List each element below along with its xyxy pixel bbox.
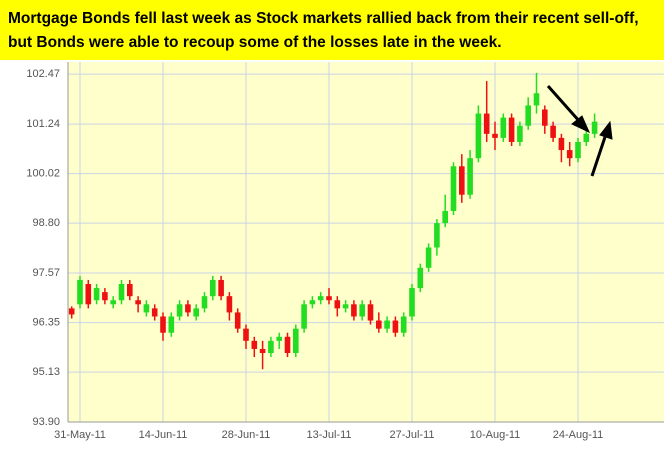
y-tick-label: 98.80: [32, 217, 60, 229]
candle-body: [168, 316, 175, 333]
candle-body: [77, 279, 83, 305]
candle-body: [400, 316, 407, 333]
candle-body: [342, 304, 349, 309]
candle-body: [558, 137, 565, 151]
candle-body: [226, 296, 233, 313]
candle-body: [425, 247, 432, 268]
y-tick-label: 97.57: [32, 267, 60, 279]
candle-body: [193, 308, 199, 317]
x-tick-label: 10-Aug-11: [470, 429, 521, 441]
candle-body: [334, 300, 341, 309]
candle-body: [127, 284, 133, 297]
x-tick-label: 24-Aug-11: [553, 429, 604, 441]
candle-body: [442, 210, 448, 224]
candle-body: [185, 304, 191, 313]
candle-body: [176, 304, 183, 317]
candle-body: [135, 300, 141, 305]
candle-body: [234, 312, 241, 329]
candle-body: [93, 288, 100, 301]
y-tick-label: 101.24: [26, 118, 60, 130]
candle-body: [268, 340, 274, 354]
x-tick-label: 13-Jul-11: [306, 429, 351, 441]
annotation-arrows: [546, 85, 613, 177]
candle-body: [210, 279, 216, 297]
candle-body: [525, 105, 531, 126]
candle-body: [359, 304, 365, 317]
candle-body: [450, 166, 457, 211]
candle-body: [85, 284, 92, 305]
candle-body: [102, 292, 108, 301]
candle-body: [118, 284, 125, 301]
candle-body: [434, 223, 440, 248]
candle-body: [367, 304, 374, 321]
candle-body: [566, 150, 573, 159]
title-line: Mortgage Bonds fell last week as Stock m…: [8, 10, 639, 27]
candle-body: [459, 166, 465, 195]
candle-body: [409, 288, 415, 317]
candle-body: [575, 141, 581, 159]
candle-body: [376, 320, 382, 329]
x-tick-label: 31-May-11: [54, 429, 106, 441]
y-tick-label: 102.47: [26, 68, 60, 80]
arrow-head: [599, 120, 613, 140]
candle-body: [483, 113, 490, 134]
candle-body: [500, 117, 507, 138]
candle-body: [475, 113, 482, 159]
candle-body: [392, 320, 399, 333]
candle-body: [243, 328, 249, 341]
candle-body: [550, 125, 556, 138]
arrow: [590, 133, 608, 177]
x-tick-label: 14-Jun-11: [139, 429, 188, 441]
arrow-head: [571, 115, 590, 134]
y-tick-label: 96.35: [32, 316, 60, 328]
candle-body: [201, 296, 208, 309]
candle-body: [583, 133, 590, 142]
candle-body: [251, 340, 258, 349]
candle-body: [259, 348, 266, 354]
candle-body: [301, 304, 307, 329]
plot-area: [68, 62, 664, 422]
candle-body: [542, 109, 548, 126]
x-tick-label: 28-Jun-11: [222, 429, 271, 441]
candle-body: [326, 296, 332, 301]
y-tick-label: 100.02: [26, 168, 60, 180]
candle-body: [384, 320, 390, 329]
x-tick-label: 27-Jul-11: [389, 429, 434, 441]
candle-body: [276, 336, 282, 341]
candle-body: [160, 316, 166, 333]
candle-body: [284, 336, 291, 354]
candle-body: [317, 296, 324, 301]
candle-body: [293, 328, 299, 354]
title-box: [0, 0, 664, 60]
candle-body: [467, 158, 473, 195]
y-tick-label: 93.90: [32, 416, 60, 428]
candle-body: [351, 304, 357, 317]
candle-body: [508, 117, 515, 142]
candle-body: [417, 267, 424, 289]
candle-body: [517, 125, 523, 142]
candle-body: [218, 279, 224, 297]
candle-body: [143, 304, 150, 313]
candle-body: [492, 133, 498, 138]
candle-body: [591, 121, 598, 134]
candle-body: [533, 93, 540, 106]
y-tick-label: 95.13: [32, 366, 60, 378]
candle-body: [151, 308, 158, 317]
arrow: [546, 85, 582, 123]
candle-body: [68, 308, 75, 315]
candle-body: [110, 300, 116, 305]
title-line: but Bonds were able to recoup some of th…: [8, 34, 502, 51]
candle-body: [309, 300, 316, 305]
